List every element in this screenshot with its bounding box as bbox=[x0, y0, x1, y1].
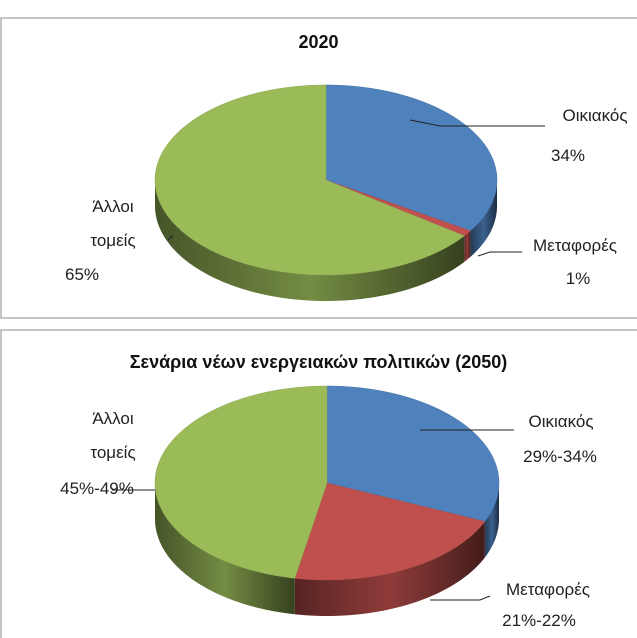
category-label: Μεταφορές bbox=[506, 580, 590, 599]
category-label: Μεταφορές bbox=[533, 236, 617, 255]
pie-side bbox=[294, 521, 485, 616]
leader-line bbox=[409, 119, 545, 127]
pie-slice bbox=[325, 84, 498, 232]
category-label: Οικιακός bbox=[528, 412, 594, 431]
category-label: Οικιακός bbox=[562, 106, 628, 125]
pie-side bbox=[464, 230, 471, 262]
value-label: 1% bbox=[565, 269, 591, 288]
value-label: 21%-22% bbox=[502, 611, 576, 630]
value-label: 34% bbox=[550, 146, 586, 165]
value-label: 45%-49% bbox=[60, 479, 134, 498]
pie-side bbox=[470, 180, 497, 257]
category-label: Άλλοι τομείς bbox=[90, 197, 136, 250]
chart-title: 2020 bbox=[298, 32, 339, 52]
pie-slice bbox=[154, 84, 465, 276]
pie-slice bbox=[294, 482, 486, 581]
value-label: 29%-34% bbox=[523, 447, 597, 466]
pie-side bbox=[155, 180, 465, 301]
chart-title: Σενάρια νέων ενεργειακών πολιτικών (2050… bbox=[129, 352, 508, 372]
pie-side bbox=[484, 483, 499, 558]
leader-line bbox=[477, 251, 522, 257]
pie-slice bbox=[154, 385, 328, 579]
category-label: Άλλοι τομείς bbox=[90, 409, 136, 462]
value-label: 65% bbox=[64, 265, 100, 284]
pie-side bbox=[155, 483, 295, 615]
leader-line bbox=[430, 595, 491, 601]
leader-line bbox=[167, 234, 173, 241]
